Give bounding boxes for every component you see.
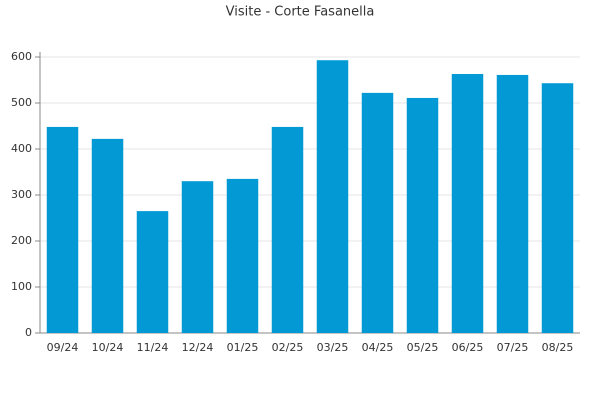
x-tick-label: 05/25 — [407, 341, 439, 354]
bar — [451, 74, 484, 334]
bar — [541, 83, 574, 333]
x-tick-label: 06/25 — [452, 341, 484, 354]
bar — [181, 181, 214, 333]
y-tick-label: 100 — [11, 280, 32, 293]
bar — [91, 138, 124, 333]
bar — [136, 211, 169, 333]
x-tick-label: 04/25 — [362, 341, 394, 354]
x-tick-label: 12/24 — [182, 341, 214, 354]
y-tick-label: 0 — [25, 326, 32, 339]
bar — [496, 74, 529, 333]
y-tick-label: 200 — [11, 234, 32, 247]
bar — [406, 97, 439, 333]
bar — [226, 178, 259, 333]
bar — [316, 60, 349, 333]
x-tick-label: 09/24 — [47, 341, 79, 354]
y-tick-label: 600 — [11, 50, 32, 63]
x-tick-label: 01/25 — [227, 341, 259, 354]
x-tick-label: 03/25 — [317, 341, 349, 354]
bar — [361, 92, 394, 333]
bar — [46, 126, 79, 333]
x-tick-label: 10/24 — [92, 341, 124, 354]
y-tick-label: 300 — [11, 188, 32, 201]
x-tick-label: 07/25 — [497, 341, 529, 354]
bar — [271, 126, 304, 333]
y-tick-label: 500 — [11, 96, 32, 109]
y-tick-label: 400 — [11, 142, 32, 155]
chart-title: Visite - Corte Fasanella — [226, 5, 375, 20]
x-tick-label: 11/24 — [137, 341, 169, 354]
x-tick-label: 02/25 — [272, 341, 304, 354]
x-tick-label: 08/25 — [542, 341, 574, 354]
